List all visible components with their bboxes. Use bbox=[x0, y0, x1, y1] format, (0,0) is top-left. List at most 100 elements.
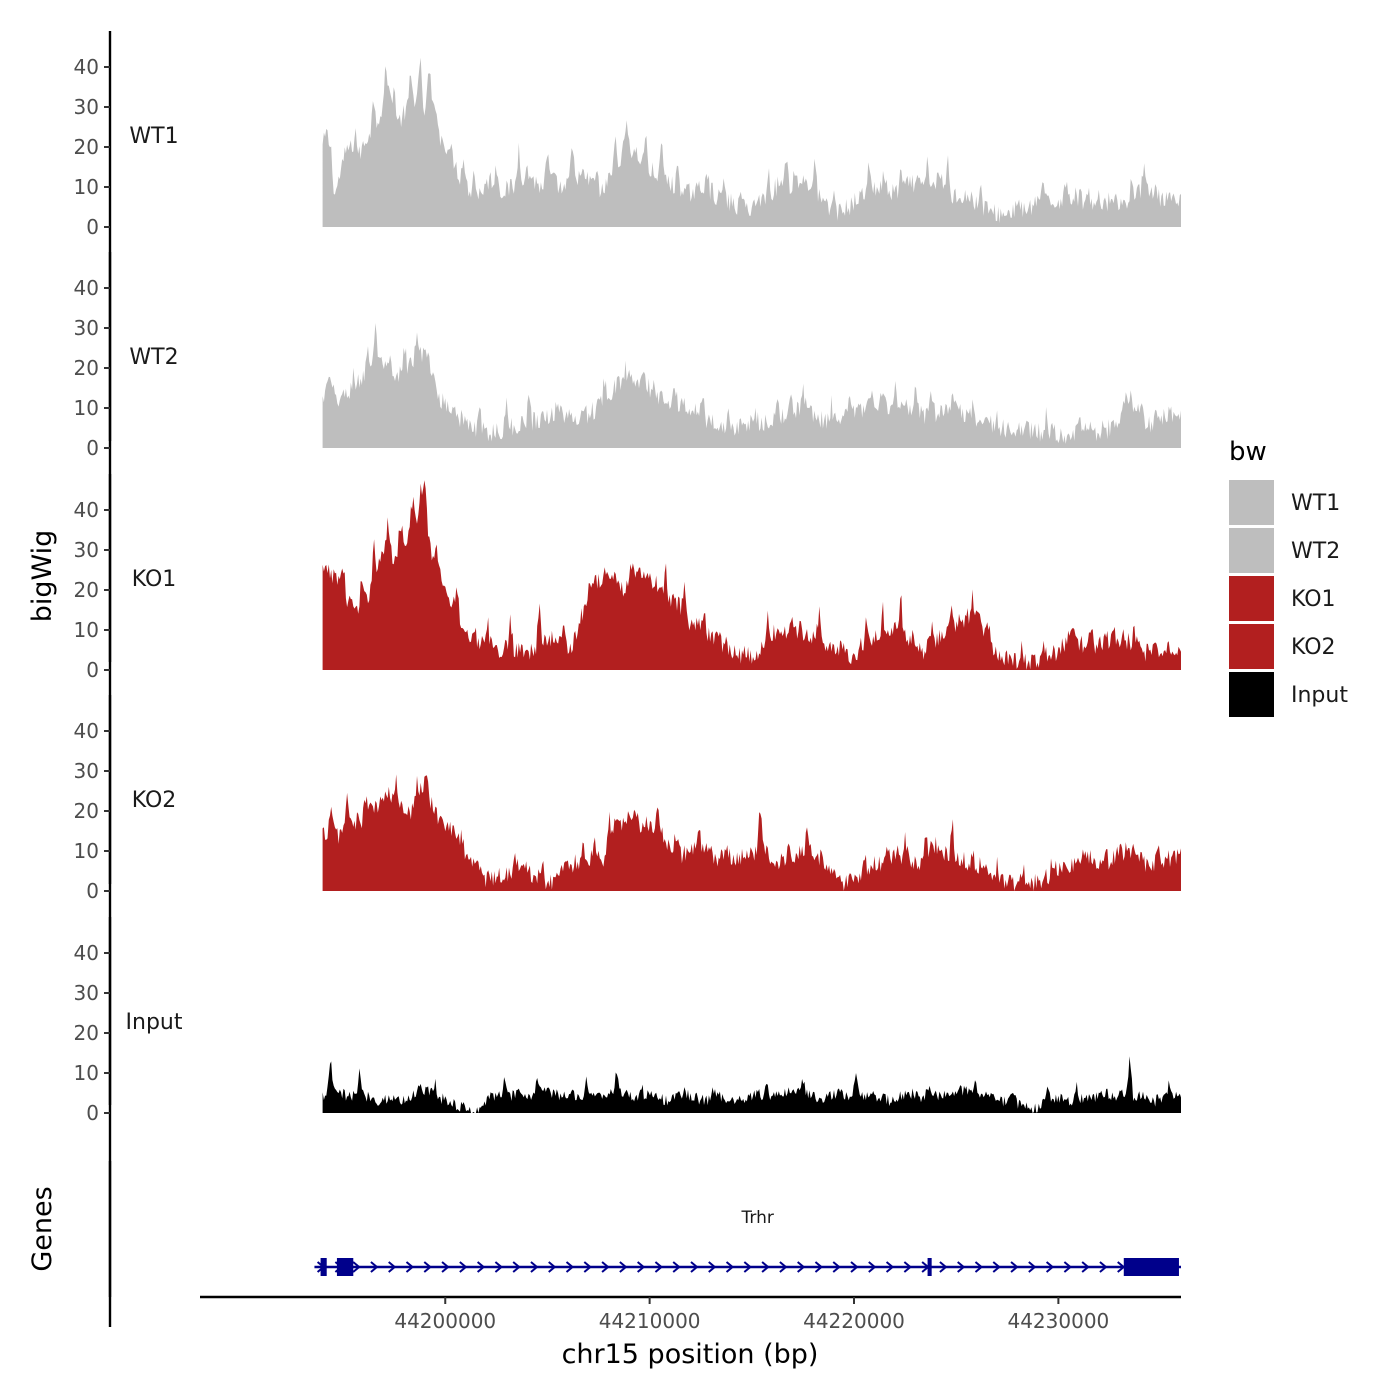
legend: bw WT1 WT2 KO1 KO2 Input bbox=[1229, 437, 1348, 717]
y-tick-label: 20 bbox=[74, 1021, 99, 1045]
legend-label-ko2: KO2 bbox=[1291, 635, 1336, 660]
x-tick-label: 44200000 bbox=[394, 1309, 496, 1333]
y-axis-title: bigWig bbox=[27, 530, 58, 623]
x-tick-label: 44210000 bbox=[599, 1309, 701, 1333]
y-tick-label: 30 bbox=[74, 316, 99, 340]
strand-arrow bbox=[1081, 1261, 1090, 1273]
genes-track-title: Genes bbox=[27, 1186, 58, 1271]
strand-arrow bbox=[797, 1261, 806, 1273]
strand-arrow bbox=[814, 1261, 824, 1273]
strand-arrow bbox=[654, 1261, 663, 1273]
strand-arrow bbox=[370, 1261, 379, 1273]
legend-label-wt2: WT2 bbox=[1291, 539, 1340, 564]
strand-arrow bbox=[1117, 1261, 1126, 1273]
track-wt1: 0 10 20 30 40 WT1 bbox=[74, 31, 1182, 441]
strand-arrow bbox=[352, 1261, 361, 1273]
x-axis-title: chr15 position (bp) bbox=[562, 1339, 819, 1370]
strand-arrow bbox=[1045, 1261, 1055, 1273]
y-tick-label: 10 bbox=[74, 1061, 99, 1085]
track-input: 0 10 20 30 40 Input bbox=[74, 917, 1182, 1327]
gene-exon bbox=[320, 1258, 327, 1276]
strand-arrow bbox=[565, 1261, 575, 1273]
track-label: WT2 bbox=[129, 345, 178, 370]
y-tick-label: 40 bbox=[74, 276, 99, 300]
legend-label-input: Input bbox=[1291, 683, 1348, 708]
strand-arrow bbox=[761, 1261, 770, 1273]
y-tick-label: 30 bbox=[74, 95, 99, 119]
strand-arrow bbox=[405, 1261, 415, 1273]
strand-arrow bbox=[850, 1261, 859, 1273]
strand-arrow bbox=[779, 1261, 788, 1273]
track-label: KO1 bbox=[132, 567, 177, 592]
strand-arrow bbox=[494, 1261, 503, 1273]
gene-exon bbox=[336, 1258, 354, 1276]
y-tick-label: 0 bbox=[86, 658, 99, 682]
y-tick-label: 10 bbox=[74, 396, 99, 420]
y-tick-label: 20 bbox=[74, 578, 99, 602]
strand-arrow bbox=[832, 1261, 841, 1273]
y-tick-label: 0 bbox=[86, 436, 99, 460]
x-axis: 44200000 44210000 44220000 44230000 bbox=[200, 1295, 1181, 1333]
strand-arrow bbox=[530, 1261, 539, 1273]
y-tick-label: 40 bbox=[74, 719, 99, 743]
x-tick-label: 44220000 bbox=[803, 1309, 905, 1333]
strand-arrow bbox=[903, 1261, 912, 1273]
strand-arrow bbox=[512, 1261, 521, 1273]
signal-area-input bbox=[322, 1056, 1182, 1113]
y-tick-label: 0 bbox=[86, 879, 99, 903]
strand-arrow bbox=[459, 1261, 468, 1273]
strand-arrow bbox=[868, 1261, 877, 1273]
y-tick-label: 30 bbox=[74, 981, 99, 1005]
gene-label: Trhr bbox=[741, 1208, 774, 1228]
strand-arrow bbox=[619, 1261, 628, 1273]
y-tick-label: 20 bbox=[74, 135, 99, 159]
genes-track: Trhr bbox=[108, 1161, 1181, 1297]
signal-area-ko2 bbox=[322, 774, 1182, 891]
legend-label-ko1: KO1 bbox=[1291, 587, 1336, 612]
strand-arrow bbox=[939, 1261, 948, 1273]
strand-arrow bbox=[548, 1261, 557, 1273]
strand-arrow bbox=[672, 1261, 681, 1273]
y-tick-label: 30 bbox=[74, 538, 99, 562]
y-tick-label: 40 bbox=[74, 498, 99, 522]
y-tick-label: 10 bbox=[74, 839, 99, 863]
legend-title: bw bbox=[1229, 437, 1267, 467]
strand-arrow bbox=[583, 1261, 592, 1273]
y-tick-label: 30 bbox=[74, 759, 99, 783]
strand-arrow bbox=[957, 1261, 966, 1273]
strand-arrow bbox=[743, 1261, 752, 1273]
strand-arrow bbox=[636, 1261, 646, 1273]
legend-label-wt1: WT1 bbox=[1291, 491, 1340, 516]
strand-arrow bbox=[476, 1261, 486, 1273]
y-tick-label: 10 bbox=[74, 175, 99, 199]
x-tick-label: 44230000 bbox=[1007, 1309, 1109, 1333]
strand-arrow bbox=[601, 1261, 610, 1273]
strand-arrow bbox=[992, 1261, 1001, 1273]
strand-arrow bbox=[388, 1261, 397, 1273]
tracks-layer: 0 10 20 30 40 WT1 0 10 20 30 40 WT2 0 10 20 30 40 KO1 0 10 2… bbox=[74, 31, 1182, 1327]
gene-exon bbox=[927, 1258, 932, 1276]
y-tick-label: 10 bbox=[74, 618, 99, 642]
track-wt2: 0 10 20 30 40 WT2 bbox=[74, 252, 1182, 662]
signal-area-ko1 bbox=[322, 480, 1182, 670]
signal-area-wt1 bbox=[322, 57, 1182, 227]
y-tick-label: 40 bbox=[74, 941, 99, 965]
strand-arrow bbox=[441, 1261, 450, 1273]
strand-arrow bbox=[1063, 1261, 1072, 1273]
strand-arrow bbox=[1099, 1261, 1108, 1273]
strand-arrow bbox=[1028, 1261, 1037, 1273]
strand-arrow bbox=[974, 1261, 984, 1273]
legend-swatch-ko1 bbox=[1229, 576, 1274, 621]
strand-arrow bbox=[1010, 1261, 1019, 1273]
strand-arrow bbox=[690, 1261, 699, 1273]
track-ko2: 0 10 20 30 40 KO2 bbox=[74, 695, 1182, 1105]
gene-exon bbox=[1123, 1258, 1179, 1276]
legend-swatch-wt1 bbox=[1229, 480, 1274, 525]
track-ko1: 0 10 20 30 40 KO1 bbox=[74, 474, 1182, 884]
track-label: KO2 bbox=[132, 788, 177, 813]
strand-arrow bbox=[725, 1261, 735, 1273]
strand-arrow bbox=[885, 1261, 895, 1273]
y-tick-label: 0 bbox=[86, 215, 99, 239]
y-tick-label: 40 bbox=[74, 55, 99, 79]
